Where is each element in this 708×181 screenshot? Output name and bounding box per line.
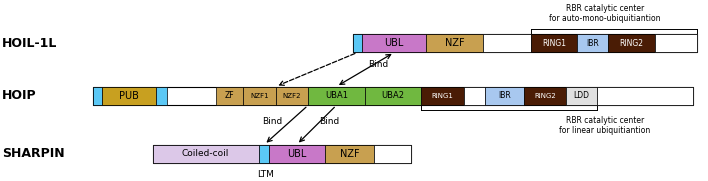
Text: Bind: Bind [319,117,339,126]
Text: HOIP: HOIP [2,89,37,102]
Text: SHARPIN: SHARPIN [2,148,64,161]
Bar [483,34,531,52]
Bar [153,145,258,163]
Bar [655,34,697,52]
Bar [362,34,426,52]
Text: NZF2: NZF2 [282,93,301,99]
Bar [485,87,524,105]
Text: NZF1: NZF1 [250,93,268,99]
Text: HOIL-1L: HOIL-1L [2,37,57,50]
Bar [93,87,693,105]
Text: LDD: LDD [573,91,590,100]
Bar [103,87,156,105]
Text: LTM: LTM [257,170,274,179]
Text: Coiled-coil: Coiled-coil [182,150,229,159]
Bar [325,145,375,163]
Bar [258,145,268,163]
Text: UBA1: UBA1 [325,91,348,100]
Bar [608,34,655,52]
Text: UBL: UBL [287,149,307,159]
Bar [464,87,485,105]
Bar [156,87,167,105]
Bar [524,87,566,105]
Bar [243,87,275,105]
Bar [365,87,421,105]
Bar [216,87,243,105]
Text: PUB: PUB [120,91,139,101]
Text: RING2: RING2 [534,93,556,99]
Bar [268,145,325,163]
Bar [577,34,608,52]
Bar [531,34,577,52]
Text: UBA2: UBA2 [382,91,404,100]
Text: IBR: IBR [586,39,599,48]
Text: Bind: Bind [369,60,389,69]
Bar [353,34,362,52]
Text: Bind: Bind [263,117,283,126]
Bar [308,87,365,105]
Bar [597,87,693,105]
Text: RING1: RING1 [542,39,566,48]
Text: RING1: RING1 [431,93,453,99]
Bar [421,87,464,105]
Bar [275,87,308,105]
Bar [353,34,697,52]
Text: UBL: UBL [384,38,404,48]
Text: IBR: IBR [498,91,510,100]
Text: NZF: NZF [340,149,360,159]
Bar [566,87,597,105]
Text: RING2: RING2 [620,39,644,48]
Bar [426,34,483,52]
Text: NZF: NZF [445,38,464,48]
Text: ZF: ZF [225,91,234,100]
Bar [375,145,411,163]
Bar [93,87,103,105]
Bar [153,145,411,163]
Text: RBR catalytic center
for auto-mono-ubiquitiantion: RBR catalytic center for auto-mono-ubiqu… [549,4,661,23]
Text: RBR catalytic center
for linear ubiquitiantion: RBR catalytic center for linear ubiquiti… [559,116,651,135]
